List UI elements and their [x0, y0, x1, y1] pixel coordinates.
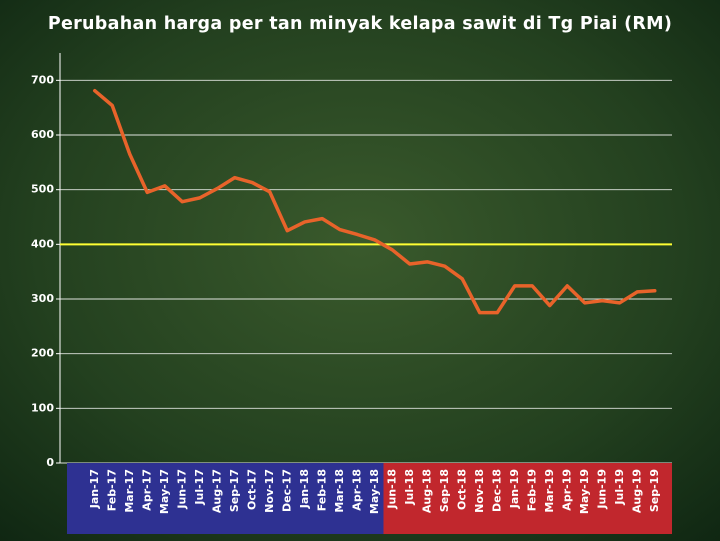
y-tick-label: 100: [31, 401, 54, 414]
x-tick-label: Jan-17: [88, 469, 101, 509]
data-line: [93, 88, 657, 315]
category-band: [191, 463, 209, 534]
category-band: [331, 463, 349, 534]
x-tick-label: Feb-17: [105, 469, 118, 511]
category-band: [243, 463, 261, 534]
x-tick-label: Nov-18: [473, 469, 486, 513]
x-tick-label: Jul-18: [403, 469, 416, 506]
category-band: [103, 463, 121, 534]
category-band: [628, 463, 646, 534]
category-band: [226, 463, 244, 534]
x-tick-label: Mar-17: [123, 469, 136, 513]
x-tick-label: Aug-17: [210, 469, 223, 513]
x-tick-label: Oct-17: [245, 469, 258, 510]
x-tick-label: Feb-19: [525, 469, 538, 511]
y-tick-label: 300: [31, 292, 54, 305]
category-band: [488, 463, 506, 534]
category-band: [611, 463, 629, 534]
category-band: [471, 463, 489, 534]
x-tick-label: May-17: [158, 469, 171, 514]
x-tick-label: Nov-17: [263, 469, 276, 513]
x-tick-label: Dec-17: [280, 469, 293, 512]
x-tick-label: Apr-19: [560, 469, 573, 511]
category-band: [67, 463, 104, 534]
category-band: [558, 463, 576, 534]
x-tick-label: Mar-18: [333, 469, 346, 513]
category-band: [313, 463, 331, 534]
category-band: [278, 463, 296, 534]
category-band: [593, 463, 611, 534]
category-band: [156, 463, 174, 534]
y-tick-label: 500: [31, 183, 54, 196]
y-tick-label: 400: [31, 237, 54, 250]
x-tick-label: Sep-17: [228, 469, 241, 512]
category-band: [541, 463, 559, 534]
x-tick-label: May-19: [578, 469, 591, 514]
x-tick-label: Aug-18: [420, 469, 433, 513]
category-band: [208, 463, 226, 534]
x-tick-label: Jun-19: [595, 469, 608, 510]
category-band: [506, 463, 524, 534]
x-tick-label: Jan-18: [298, 469, 311, 509]
category-band: [646, 463, 672, 534]
x-tick-label: Jul-19: [613, 469, 626, 506]
x-tick-label: Aug-19: [630, 469, 643, 513]
x-tick-label: Apr-18: [350, 469, 363, 511]
x-tick-label: Sep-18: [438, 469, 451, 512]
chart-title: Perubahan harga per tan minyak kelapa sa…: [48, 14, 672, 34]
y-tick-label: 0: [46, 456, 54, 469]
category-band: [418, 463, 436, 534]
x-tick-label: Dec-18: [490, 469, 503, 512]
y-tick-label: 600: [31, 128, 54, 141]
x-tick-label: Jan-19: [508, 469, 521, 509]
x-tick-label: Jul-17: [193, 469, 206, 506]
category-band: [523, 463, 541, 534]
category-band: [348, 463, 366, 534]
x-tick-label: Jun-18: [385, 469, 398, 510]
x-tick-label: Jun-17: [175, 469, 188, 510]
x-tick-label: May-18: [368, 469, 381, 514]
category-band: [436, 463, 454, 534]
category-band: [138, 463, 156, 534]
x-tick-label: Oct-18: [455, 469, 468, 510]
x-tick-label: Feb-18: [315, 469, 328, 511]
category-band: [121, 463, 139, 534]
y-tick-label: 700: [31, 73, 54, 86]
category-band: [576, 463, 594, 534]
x-tick-label: Mar-19: [543, 469, 556, 513]
category-band: [296, 463, 314, 534]
x-tick-label: Sep-19: [648, 469, 661, 512]
y-tick-label: 200: [31, 347, 54, 360]
category-band: [366, 463, 384, 534]
category-band: [401, 463, 419, 534]
category-band: [383, 463, 401, 534]
x-tick-label: Apr-17: [140, 469, 153, 511]
category-band: [261, 463, 279, 534]
category-band: [453, 463, 471, 534]
category-band: [173, 463, 191, 534]
